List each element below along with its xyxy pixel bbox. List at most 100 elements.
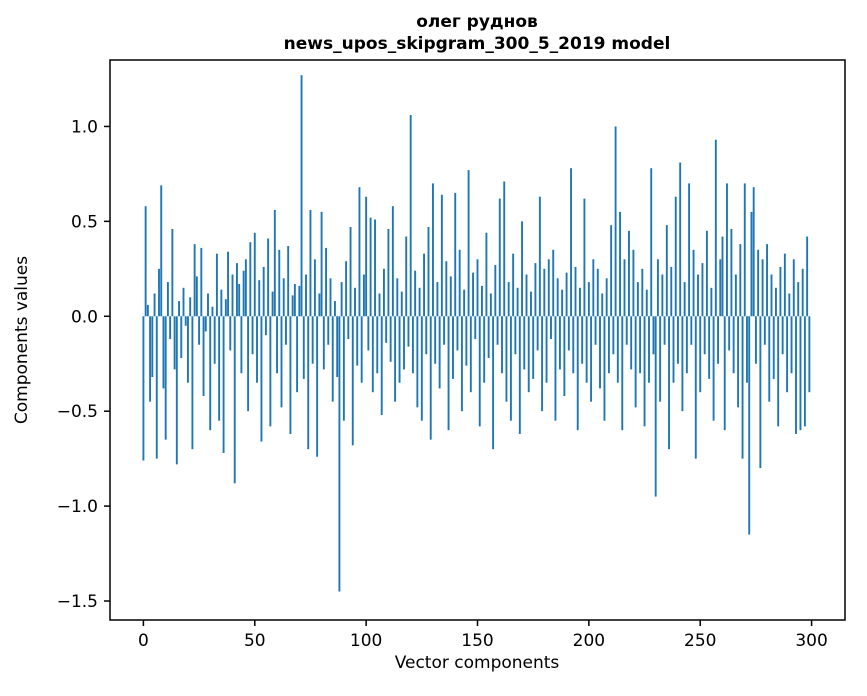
- bar: [211, 306, 214, 317]
- bar: [703, 316, 706, 355]
- bar: [797, 282, 800, 317]
- bar: [792, 259, 795, 317]
- bar: [242, 270, 245, 317]
- bar: [585, 316, 588, 383]
- bar: [799, 316, 802, 431]
- bar: [327, 316, 330, 345]
- x-axis-ticks: 0 50 100 150 200 250 300: [138, 620, 828, 651]
- bar: [354, 287, 356, 317]
- bar: [166, 282, 169, 317]
- bar: [728, 316, 731, 351]
- bar: [285, 316, 287, 345]
- bar: [447, 316, 450, 431]
- bar: [645, 289, 648, 317]
- bar: [191, 316, 194, 450]
- bar: [754, 316, 757, 364]
- bar: [750, 211, 753, 317]
- bar: [160, 185, 163, 317]
- bar: [269, 316, 272, 427]
- bar: [619, 211, 621, 317]
- bar: [305, 274, 307, 317]
- x-axis-label: Vector components: [395, 653, 560, 673]
- bar: [775, 287, 777, 317]
- bar: [538, 196, 541, 317]
- bar: [227, 251, 229, 317]
- bar: [507, 282, 510, 317]
- bar: [596, 268, 599, 317]
- bar: [605, 278, 608, 317]
- bar: [289, 316, 292, 434]
- bar: [376, 316, 379, 374]
- bar: [198, 316, 201, 345]
- bar: [280, 316, 283, 408]
- bar: [670, 266, 673, 317]
- bar: [434, 316, 437, 364]
- bar: [414, 270, 417, 317]
- bar: [545, 316, 548, 383]
- bar: [367, 316, 370, 351]
- bar: [570, 168, 572, 317]
- bar: [438, 316, 441, 389]
- bar: [449, 276, 452, 317]
- bar: [679, 162, 682, 317]
- bar: [672, 316, 675, 383]
- bar: [721, 236, 724, 317]
- bar: [712, 316, 715, 421]
- bar: [514, 316, 517, 355]
- bar: [320, 211, 323, 317]
- bar: [420, 316, 423, 421]
- bar: [532, 316, 535, 379]
- bar: [222, 316, 225, 453]
- bar: [360, 316, 363, 383]
- bar: [625, 316, 628, 345]
- bar: [296, 316, 299, 393]
- bar: [207, 293, 209, 317]
- bar: [681, 316, 684, 412]
- bar: [454, 192, 457, 317]
- bar: [215, 253, 218, 317]
- bar: [267, 238, 270, 317]
- bar: [737, 316, 740, 408]
- bar: [567, 316, 570, 351]
- bar: [316, 316, 319, 457]
- bar: [498, 198, 501, 317]
- bar: [779, 266, 782, 317]
- bars-group: [142, 75, 811, 592]
- bar: [476, 259, 479, 317]
- chart-title-line1: олег руднов: [416, 12, 538, 32]
- bar: [654, 316, 657, 497]
- bar: [380, 316, 383, 415]
- bar: [530, 291, 532, 317]
- bar: [218, 316, 221, 421]
- bar: [641, 268, 644, 317]
- bar: [456, 316, 459, 351]
- x-tick-label: 200: [573, 631, 605, 651]
- bar: [623, 259, 626, 317]
- bar: [469, 316, 472, 393]
- bar: [371, 316, 374, 393]
- bar: [607, 316, 610, 374]
- bar: [264, 316, 267, 336]
- bar: [770, 274, 773, 317]
- bar: [247, 316, 250, 412]
- bar: [307, 316, 310, 450]
- bar: [648, 316, 650, 383]
- bar: [182, 287, 185, 317]
- bar: [224, 299, 227, 317]
- bar: [639, 316, 642, 374]
- x-tick-label: 0: [138, 631, 149, 651]
- y-tick-label: −1.5: [57, 592, 98, 612]
- bar: [169, 316, 172, 340]
- bar: [300, 75, 303, 317]
- bar: [249, 242, 252, 317]
- bar: [336, 316, 339, 378]
- bar: [739, 244, 742, 317]
- bar: [652, 316, 655, 355]
- bar: [790, 316, 793, 374]
- chart-title-line2: news_upos_skipgram_300_5_2019 model: [284, 34, 671, 54]
- bar: [262, 266, 265, 317]
- bar: [732, 316, 735, 374]
- bar: [432, 183, 434, 317]
- bar: [318, 293, 321, 317]
